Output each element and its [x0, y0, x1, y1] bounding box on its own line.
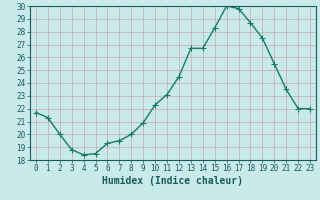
X-axis label: Humidex (Indice chaleur): Humidex (Indice chaleur): [102, 176, 244, 186]
